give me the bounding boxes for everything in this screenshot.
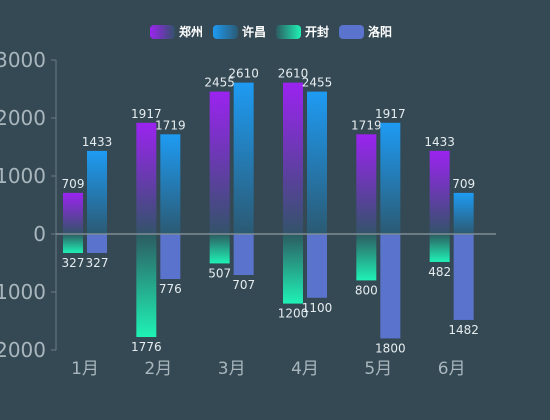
data-label: 327 [86, 256, 109, 270]
bar[interactable] [307, 234, 327, 298]
bar[interactable] [307, 91, 327, 234]
bar[interactable] [87, 150, 107, 234]
data-label: 1917 [131, 107, 162, 121]
data-label: 800 [355, 283, 378, 297]
legend-swatch-kaifeng [276, 24, 302, 39]
legend-label-luoyang: 洛阳 [368, 25, 393, 39]
data-label: 327 [62, 256, 85, 270]
x-tick-label: 5月 [364, 359, 392, 379]
y-tick-label: 2000 [0, 106, 46, 130]
data-label: 1719 [155, 118, 186, 132]
legend-label-zhengzhou: 郑州 [179, 25, 204, 39]
legend-label-xuchang: 许昌 [242, 25, 267, 39]
bar[interactable] [209, 234, 230, 264]
data-label: 1776 [131, 340, 162, 354]
legend-item-luoyang[interactable]: 洛阳 [339, 23, 392, 40]
y-tick-label: 0 [33, 222, 46, 246]
y-tick-label: 1000 [0, 280, 46, 304]
legend-item-xuchang[interactable]: 许昌 [213, 23, 266, 40]
bar[interactable] [160, 134, 181, 234]
x-tick-label: 2月 [144, 359, 172, 379]
x-tick-label: 3月 [218, 359, 246, 379]
data-label: 507 [208, 266, 231, 280]
data-label: 2610 [228, 67, 259, 81]
x-tick-label: 6月 [438, 359, 466, 379]
data-label: 482 [428, 265, 451, 279]
bar[interactable] [87, 234, 107, 253]
bar[interactable] [356, 234, 377, 281]
bar[interactable] [429, 234, 450, 262]
data-label: 776 [159, 282, 182, 296]
y-tick-label: 3000 [0, 48, 46, 72]
data-label: 1433 [424, 135, 455, 149]
data-label: 1100 [302, 301, 333, 315]
data-label: 2455 [204, 76, 235, 90]
bar[interactable] [63, 234, 83, 253]
data-label: 1482 [448, 323, 479, 337]
legend: 郑州 许昌 开封 洛阳 [150, 23, 392, 40]
bar[interactable] [63, 192, 83, 234]
data-label: 2610 [278, 67, 309, 81]
y-tick-label: 2000 [0, 338, 46, 362]
data-label: 709 [452, 177, 475, 191]
bar[interactable] [233, 82, 254, 235]
legend-item-zhengzhou[interactable]: 郑州 [150, 23, 203, 40]
data-label: 2455 [302, 76, 333, 90]
bar[interactable] [209, 91, 230, 234]
legend-swatch-luoyang [339, 24, 365, 39]
bar[interactable] [429, 150, 450, 234]
data-label: 1800 [375, 341, 406, 355]
data-label: 1917 [375, 107, 406, 121]
legend-label-kaifeng: 开封 [305, 25, 330, 39]
x-tick-label: 1月 [71, 359, 99, 379]
x-tick-label: 4月 [291, 359, 319, 379]
bar[interactable] [453, 234, 474, 320]
legend-swatch-zhengzhou [150, 24, 175, 39]
bar[interactable] [356, 134, 377, 234]
bar[interactable] [136, 122, 157, 234]
bar[interactable] [136, 234, 157, 338]
data-label: 707 [232, 278, 255, 292]
bar[interactable] [380, 234, 401, 339]
data-label: 1433 [82, 135, 113, 149]
data-label: 1719 [351, 118, 382, 132]
bar[interactable] [453, 192, 474, 234]
y-tick-label: 1000 [0, 164, 46, 188]
legend-swatch-xuchang [213, 24, 239, 39]
bar[interactable] [160, 234, 181, 280]
bar[interactable] [233, 234, 254, 276]
bar[interactable] [283, 82, 303, 235]
data-label: 709 [62, 177, 85, 191]
legend-item-kaifeng[interactable]: 开封 [276, 23, 329, 40]
data-label: 1200 [278, 307, 309, 321]
bar[interactable] [283, 234, 303, 304]
bar[interactable] [380, 122, 401, 234]
